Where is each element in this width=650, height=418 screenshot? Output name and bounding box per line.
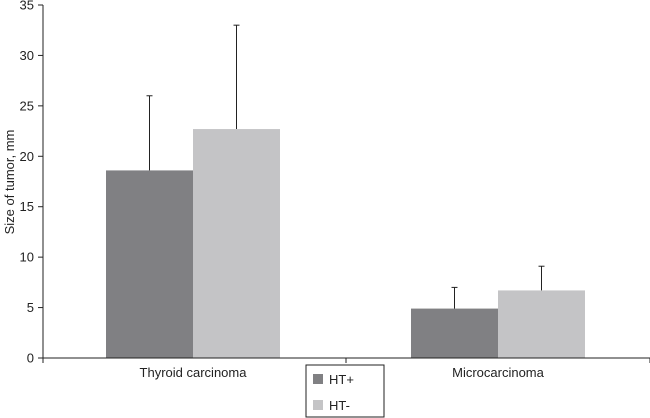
bar: [193, 129, 280, 358]
legend: HT+ HT-: [305, 364, 385, 418]
category-label: Microcarcinoma: [452, 365, 545, 380]
y-tick-label: 15: [20, 199, 34, 214]
y-tick-label: 10: [20, 250, 34, 265]
bar: [498, 290, 585, 358]
bars: [106, 129, 585, 358]
y-tick-label: 20: [20, 149, 34, 164]
legend-label: HT+: [329, 372, 354, 387]
bar: [106, 170, 193, 358]
y-axis-ticks: 0 5 10 15 20 25 30 35: [20, 0, 43, 366]
y-tick-label: 30: [20, 48, 34, 63]
legend-swatch: [313, 374, 323, 384]
y-tick-label: 5: [27, 300, 34, 315]
x-axis-ticks: [42, 358, 650, 363]
category-labels: Thyroid carcinoma Microcarcinoma: [140, 365, 545, 380]
legend-label: HT-: [329, 398, 350, 413]
bar: [411, 308, 498, 358]
legend-swatch: [313, 400, 323, 410]
y-tick-label: 25: [20, 98, 34, 113]
category-label: Thyroid carcinoma: [140, 365, 248, 380]
error-bars: [146, 24, 545, 309]
y-tick-label: 0: [27, 351, 34, 366]
y-axis-title: Size of tumor, mm: [2, 130, 17, 235]
y-tick-label: 35: [20, 0, 34, 13]
